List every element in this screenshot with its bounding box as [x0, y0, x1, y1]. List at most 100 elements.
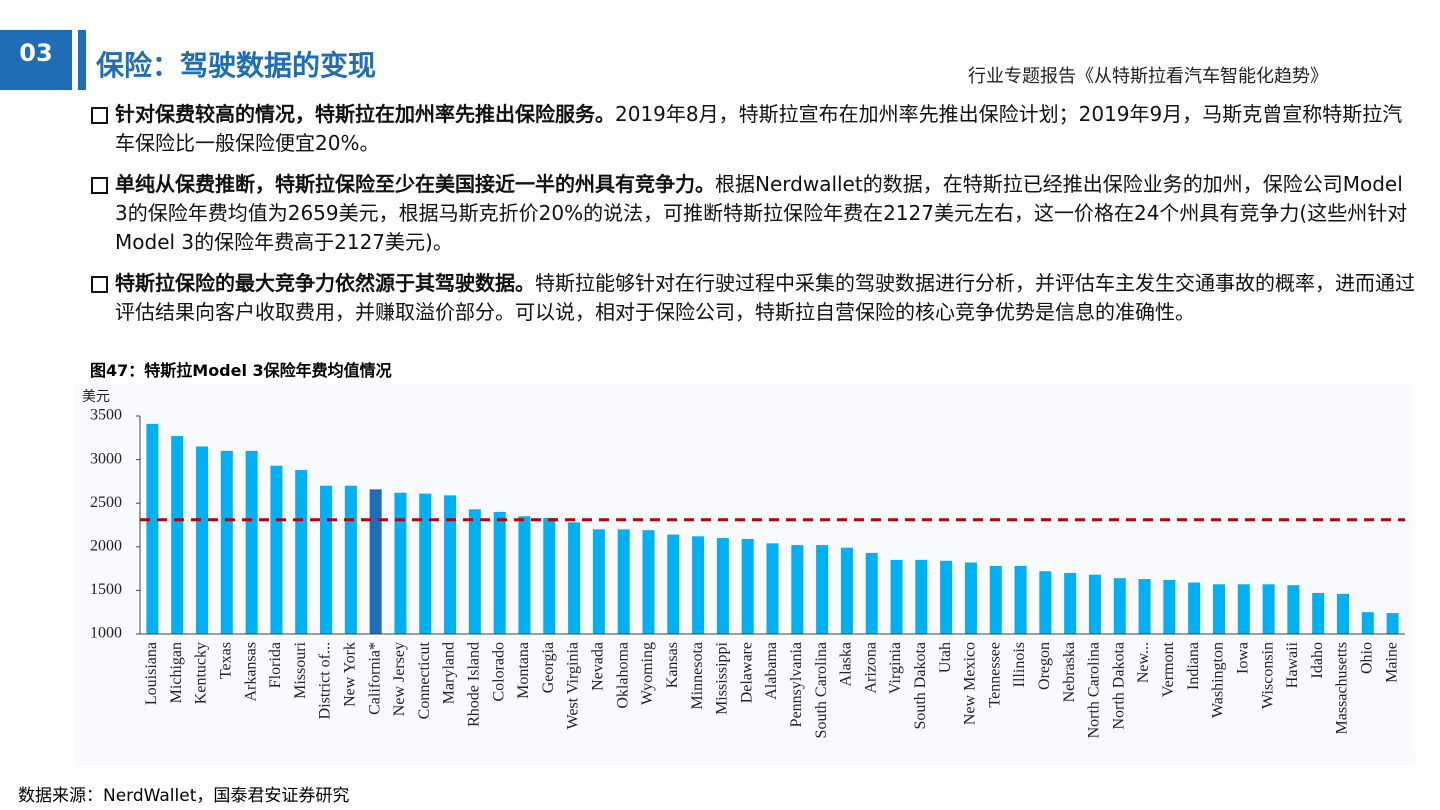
x-tick-label: New York	[342, 642, 359, 707]
y-axis-label: 美元	[82, 389, 110, 405]
x-tick-label: Arkansas	[242, 642, 259, 702]
section-number: 03	[0, 30, 72, 90]
bar	[1386, 613, 1399, 634]
x-tick-label: Maine	[1383, 642, 1400, 683]
bar	[766, 543, 779, 634]
bar	[592, 529, 605, 634]
bullet-text: 根据Nerdwallet的数据，在特斯拉已经推出保险业务的加州，保险公司Mode…	[115, 172, 1408, 254]
x-tick-label: Ohio	[1358, 642, 1375, 674]
x-tick-label: Wyoming	[639, 642, 656, 705]
bar	[344, 485, 357, 634]
chart-title: 图47：特斯拉Model 3保险年费均值情况	[90, 361, 392, 380]
bar	[1138, 579, 1151, 634]
bullet-text: 2019年8月，特斯拉宣布在加州率先推出保险计划；2019年9月，马斯克曾宣称特…	[115, 102, 1403, 155]
x-tick-label: New Mexico	[962, 642, 979, 725]
x-tick-label: New...	[1135, 642, 1152, 683]
page-title: 保险：驾驶数据的变现	[96, 49, 377, 82]
bar	[394, 492, 407, 634]
bar	[1064, 572, 1077, 634]
bar	[1163, 579, 1176, 634]
bar	[1312, 593, 1325, 634]
x-tick-label: Colorado	[490, 642, 507, 702]
x-tick-label: Oregon	[1036, 642, 1053, 690]
bar	[518, 516, 531, 634]
bar	[1039, 571, 1052, 634]
bar	[270, 465, 283, 634]
bar	[444, 495, 457, 634]
bar	[890, 559, 903, 634]
bar	[146, 423, 159, 634]
x-tick-label: Michigan	[168, 642, 185, 703]
x-tick-label: Arizona	[862, 642, 879, 694]
bar	[716, 538, 729, 634]
x-tick-label: South Carolina	[813, 642, 830, 738]
x-tick-label: Rhode Island	[466, 642, 483, 727]
bar	[493, 511, 506, 634]
x-tick-label: Iowa	[1234, 642, 1251, 674]
x-tick-label: Kentucky	[193, 642, 210, 704]
bar	[419, 493, 432, 634]
bar	[1262, 584, 1275, 634]
x-tick-label: Virginia	[887, 642, 904, 694]
x-tick-label: Alabama	[763, 642, 780, 700]
bar	[816, 545, 829, 634]
x-tick-label: Massachusetts	[1334, 642, 1351, 734]
x-tick-label: North Dakota	[1110, 642, 1127, 730]
bar	[1212, 584, 1225, 634]
x-tick-label: Hawaii	[1284, 641, 1301, 688]
x-tick-label: West Virginia	[565, 642, 582, 729]
x-tick-label: Montana	[515, 642, 532, 699]
bar	[989, 565, 1002, 634]
bar	[1287, 585, 1300, 634]
y-tick-label: 1000	[90, 625, 122, 642]
x-tick-label: Nebraska	[1061, 642, 1078, 702]
x-tick-label: Delaware	[738, 642, 755, 703]
x-tick-label: Vermont	[1160, 641, 1177, 697]
bar	[940, 560, 953, 634]
bar	[568, 522, 581, 634]
bar	[692, 536, 705, 634]
x-tick-label: Oklahoma	[614, 642, 631, 709]
bar	[1361, 612, 1374, 634]
y-tick-label: 2500	[90, 494, 122, 511]
x-tick-label: Georgia	[540, 642, 557, 693]
x-tick-label: Kansas	[664, 642, 681, 688]
bullet-lead: 单纯从保费推断，特斯拉保险至少在美国接近一半的州具有竞争力。	[115, 172, 715, 196]
accent-bar	[78, 30, 86, 90]
bar	[369, 489, 382, 634]
y-tick-label: 3000	[90, 450, 122, 467]
x-tick-label: Mississippi	[714, 641, 731, 714]
bullet-lead: 特斯拉保险的最大竞争力依然源于其驾驶数据。	[115, 271, 535, 295]
x-tick-label: Connecticut	[416, 641, 433, 719]
x-tick-label: Maryland	[441, 642, 458, 704]
report-name: 行业专题报告《从特斯拉看汽车智能化趋势》	[968, 66, 1328, 87]
x-tick-label: Florida	[267, 642, 284, 688]
bar	[320, 485, 333, 634]
bar	[1336, 593, 1349, 634]
bar	[667, 534, 680, 634]
bar	[964, 562, 977, 634]
bar	[791, 545, 804, 634]
bar	[245, 450, 258, 634]
y-tick-label: 1500	[90, 581, 122, 598]
x-tick-label: Utah	[937, 642, 954, 673]
bar	[741, 538, 754, 634]
x-tick-label: Pennsylvania	[788, 642, 805, 727]
bar	[1113, 578, 1126, 634]
bullet-text: 特斯拉能够针对在行驶过程中采集的驾驶数据进行分析，并评估车主发生交通事故的概率，…	[115, 271, 1415, 324]
x-tick-label: Texas	[217, 642, 234, 679]
bar	[1237, 584, 1250, 634]
x-tick-label: California*	[366, 642, 383, 715]
x-tick-label: South Dakota	[912, 642, 929, 730]
bullet: 特斯拉保险的最大竞争力依然源于其驾驶数据。特斯拉能够针对在行驶过程中采集的驾驶数…	[90, 269, 1415, 327]
x-tick-label: Illinois	[1011, 642, 1028, 687]
bar	[915, 559, 928, 634]
bullet-lead: 针对保费较高的情况，特斯拉在加州率先推出保险服务。	[115, 102, 615, 126]
x-tick-label: District of...	[317, 642, 334, 719]
bar	[1088, 574, 1101, 634]
x-tick-label: Wisconsin	[1259, 642, 1276, 709]
source: 数据来源：NerdWallet，国泰君安证券研究	[18, 786, 350, 806]
x-tick-label: New Jersey	[391, 642, 408, 716]
